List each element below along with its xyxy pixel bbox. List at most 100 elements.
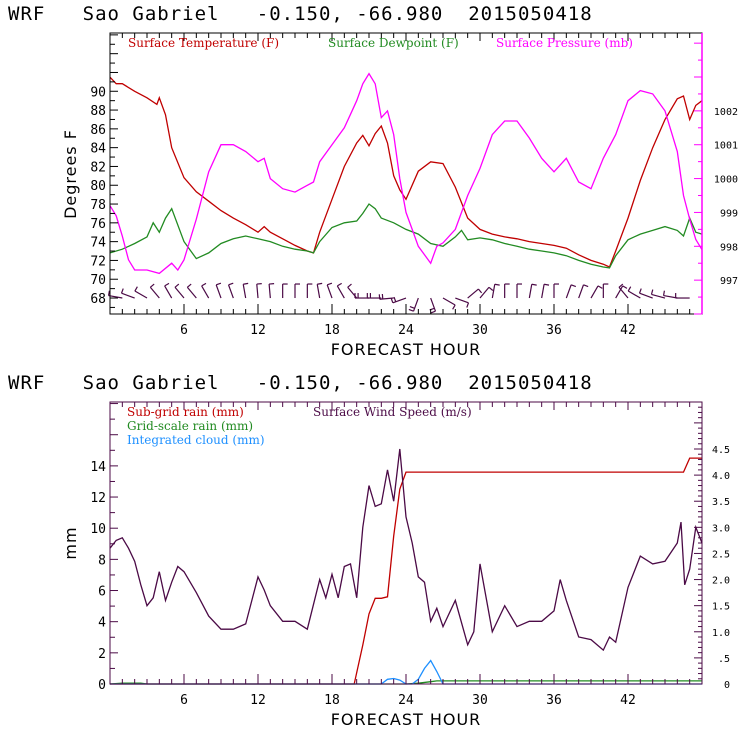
wind-barb xyxy=(164,282,173,299)
legend-dewpoint: Surface Dewpoint (F) xyxy=(328,36,459,50)
y2-tick-label: 998 xyxy=(720,242,738,253)
wind-barb xyxy=(541,283,550,299)
y2-tick-label: 2.0 xyxy=(712,576,730,587)
wind-barb xyxy=(256,283,262,299)
y-axis-label: mm xyxy=(61,526,80,559)
wind-barb xyxy=(650,289,666,299)
y2-tick-label: 4.0 xyxy=(712,471,730,482)
y-tick-label: 14 xyxy=(90,460,106,475)
wind-barb xyxy=(662,290,678,299)
wind-barbs xyxy=(107,282,690,314)
series-line-surface-temperature-f xyxy=(109,76,703,268)
panel-1-title: WRF Sao Gabriel -0.150, -66.980 20150504… xyxy=(8,3,593,25)
wind-barb xyxy=(516,283,522,299)
legend-subgrid-rain: Sub-grid rain (mm) xyxy=(127,405,244,419)
wind-barb xyxy=(528,283,537,299)
series-line-surface-wind-speed-m-s xyxy=(109,448,703,652)
wind-barb xyxy=(336,282,345,299)
y-tick-label: 10 xyxy=(90,522,106,537)
y2-tick-label: 0 xyxy=(724,680,730,691)
x-tick-label: 24 xyxy=(398,323,414,338)
y-tick-label: 8 xyxy=(98,553,106,568)
y2-tick-label: 1001 xyxy=(714,141,738,152)
legend-gridscale-rain: Grid-scale rain (mm) xyxy=(127,419,253,433)
series-line-surface-dewpoint-f xyxy=(109,203,703,269)
x-tick-label: 30 xyxy=(472,323,488,338)
wind-barb xyxy=(174,283,185,299)
y-tick-label: 80 xyxy=(90,179,106,194)
y-axis-label: Degrees F xyxy=(61,129,80,219)
wind-barb xyxy=(390,296,407,304)
y2-tick-label: 4.5 xyxy=(712,445,730,456)
y-tick-label: 86 xyxy=(90,123,106,138)
x-tick-label: 42 xyxy=(620,693,636,708)
wind-barb xyxy=(553,283,559,299)
y2-tick-label: .5 xyxy=(718,654,730,665)
x-axis-label: FORECAST HOUR xyxy=(331,340,482,359)
y2-tick-label: 999 xyxy=(720,208,738,219)
y2-tick-label: 1.5 xyxy=(712,602,730,613)
y2-tick-label: 1000 xyxy=(714,175,738,186)
wind-barb xyxy=(186,283,197,299)
series-line-surface-pressure-mb xyxy=(109,72,703,275)
wind-barb xyxy=(282,283,288,299)
y2-tick-label: 3.5 xyxy=(712,497,730,508)
y-tick-label: 68 xyxy=(90,292,106,307)
x-tick-label: 30 xyxy=(472,693,488,708)
x-tick-label: 12 xyxy=(250,323,266,338)
y2-tick-label: 1002 xyxy=(714,107,738,118)
wind-barb xyxy=(590,285,603,299)
legend-integrated-cloud: Integrated cloud (mm) xyxy=(127,433,265,447)
wind-barb xyxy=(215,282,222,299)
y-tick-label: 82 xyxy=(90,160,106,175)
legend-wind-speed: Surface Wind Speed (m/s) xyxy=(313,405,472,419)
wind-barb xyxy=(120,288,135,299)
x-axis-label: FORECAST HOUR xyxy=(331,710,482,729)
temperature-panel: WRF Sao Gabriel -0.150, -66.980 20150504… xyxy=(8,3,738,359)
y2-tick-label: 2.5 xyxy=(712,549,730,560)
wind-barb xyxy=(134,286,148,299)
x-tick-label: 36 xyxy=(546,693,562,708)
x-tick-label: 6 xyxy=(180,693,188,708)
wind-barb xyxy=(294,283,300,299)
legend-temperature: Surface Temperature (F) xyxy=(128,36,279,50)
y-tick-label: 74 xyxy=(90,236,106,251)
wind-barb xyxy=(602,283,609,299)
series-line-sub-grid-rain-mm xyxy=(110,457,702,685)
wind-barb xyxy=(638,288,653,299)
plot-frame xyxy=(109,32,703,315)
wind-barb xyxy=(455,297,470,308)
x-tick-label: 18 xyxy=(324,693,340,708)
y-tick-label: 84 xyxy=(90,142,106,157)
x-tick-label: 6 xyxy=(180,323,188,338)
wind-barb xyxy=(326,282,333,299)
wind-barb xyxy=(578,284,589,299)
y-tick-label: 12 xyxy=(90,491,106,506)
panel-2-title: WRF Sao Gabriel -0.150, -66.980 20150504… xyxy=(8,372,593,394)
x-tick-label: 36 xyxy=(546,323,562,338)
y-tick-label: 90 xyxy=(90,85,106,100)
wind-barb xyxy=(268,283,275,299)
y-tick-label: 70 xyxy=(90,273,106,288)
wind-barb xyxy=(565,284,577,299)
y-tick-label: 78 xyxy=(90,198,106,213)
wind-barb xyxy=(627,286,641,299)
wind-barb xyxy=(316,282,323,299)
y-tick-label: 4 xyxy=(98,616,106,631)
y-tick-label: 6 xyxy=(98,585,106,600)
wind-barb xyxy=(354,293,369,299)
wind-barb xyxy=(227,282,234,299)
wind-barb xyxy=(479,286,494,299)
y-tick-label: 76 xyxy=(90,217,106,232)
wind-barb xyxy=(306,283,313,299)
y-tick-label: 88 xyxy=(90,104,106,119)
wind-barb xyxy=(618,283,629,299)
wind-barb xyxy=(242,282,249,299)
wind-barb xyxy=(149,283,160,299)
y2-tick-label: 3.0 xyxy=(712,523,730,534)
wind-barb xyxy=(201,282,210,299)
x-tick-label: 12 xyxy=(250,693,266,708)
wind-barb xyxy=(504,283,510,299)
wind-barb xyxy=(408,297,419,312)
